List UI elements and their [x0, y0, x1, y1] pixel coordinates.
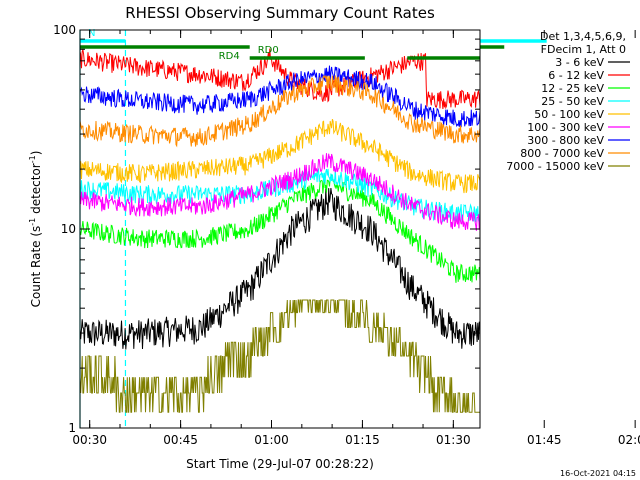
legend-header: Det 1,3,4,5,6,9, [540, 30, 626, 43]
legend-entry-label: 7000 - 15000 keV [506, 160, 604, 173]
series-line-7 [79, 74, 481, 148]
series-6 [79, 65, 481, 128]
series-0 [79, 188, 481, 350]
series-line-2 [79, 174, 481, 283]
x-tick-label: 01:15 [345, 433, 380, 447]
y-axis-label-end: ) [29, 151, 43, 156]
x-axis-label: Start Time (29-Jul-07 00:28:22) [186, 457, 374, 471]
legend-entry-label: 300 - 800 keV [527, 134, 604, 147]
x-tick-label: 01:45 [527, 433, 562, 447]
legend-entry-label: 25 - 50 keV [541, 95, 604, 108]
x-tick-label: 02:00 [618, 433, 640, 447]
series-8 [79, 299, 480, 413]
series-line-4 [79, 118, 481, 194]
y-axis-label-mid: detector [29, 163, 43, 218]
series-line-6 [79, 65, 481, 128]
series-line-8 [79, 299, 480, 413]
y-axis-label-sup2: -1 [28, 155, 37, 163]
chart-title: RHESSI Observing Summary Count Rates [125, 4, 435, 22]
series-4 [79, 118, 481, 194]
y-axis-label: Count Rate (s-1 detector-1) [28, 151, 43, 308]
series-5 [79, 153, 481, 231]
legend-entry-label: 50 - 100 keV [534, 108, 604, 121]
legend-header: FDecim 1, Att 0 [541, 43, 626, 56]
segment-label-3: RD0 [258, 45, 279, 56]
y-axis-label-main: Count Rate (s [29, 226, 43, 308]
data-layer: N RD4 RD0 [79, 28, 547, 428]
series-7 [79, 74, 481, 148]
legend-entry-label: 6 - 12 keV [548, 69, 604, 82]
y-axis-label-sup1: -1 [28, 218, 37, 226]
legend-entry-label: 100 - 300 keV [527, 121, 604, 134]
series-line-0 [79, 188, 481, 350]
timestamp: 16-Oct-2021 04:15 [560, 469, 636, 478]
x-tick-label: 01:00 [254, 433, 289, 447]
legend: Det 1,3,4,5,6,9,FDecim 1, Att 03 - 6 keV… [506, 30, 630, 173]
series-2 [79, 174, 481, 283]
x-tick-label: 00:45 [163, 433, 198, 447]
y-tick-label: 100 [53, 23, 76, 37]
legend-entry-label: 12 - 25 keV [541, 82, 604, 95]
legend-entry-label: 3 - 6 keV [555, 56, 604, 69]
legend-entry-label: 800 - 7000 keV [520, 147, 604, 160]
x-tick-label: 00:30 [72, 433, 107, 447]
y-tick-label: 1 [68, 421, 76, 435]
series-1 [79, 47, 481, 110]
series-line-5 [79, 153, 481, 231]
series-line-1 [79, 47, 481, 110]
axis-layer: 00:30 00:45 01:00 01:15 01:30 01:45 02:00 1 10 10… [53, 23, 640, 447]
segment-label-2: RD4 [219, 51, 240, 62]
y-tick-label: 10 [61, 222, 76, 236]
segment-label-0: N [88, 28, 95, 39]
x-tick-label: 01:30 [436, 433, 471, 447]
